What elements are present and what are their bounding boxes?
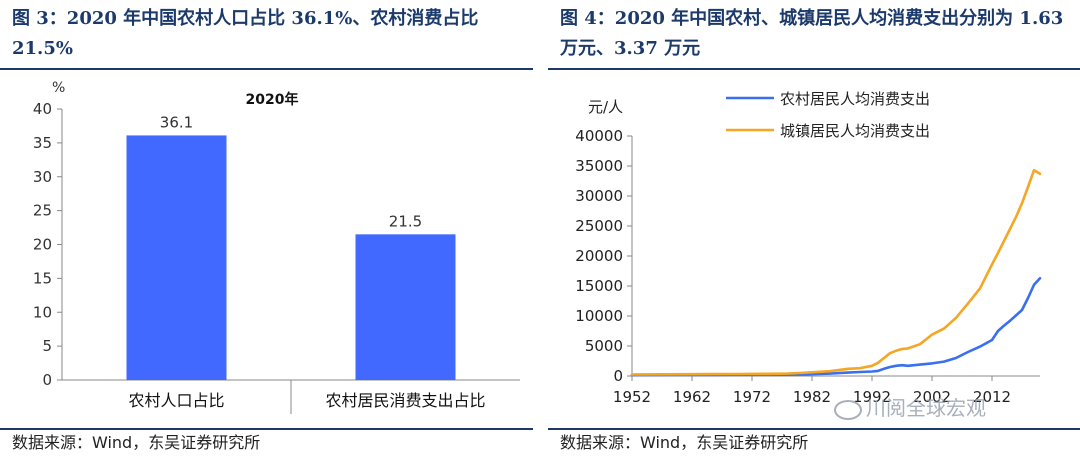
line-x-tick-label: 2012 [973, 388, 1011, 406]
bar-data-label: 21.5 [389, 212, 422, 230]
right-bottom-rule [548, 428, 1080, 430]
line-y-tick-label: 20000 [575, 247, 623, 265]
bar-y-tick-label: 35 [33, 134, 52, 152]
bar-y-tick-label: 25 [33, 202, 52, 220]
bar [355, 234, 456, 380]
left-top-rule [0, 68, 533, 70]
right-figure-panel: 图 4：2020 年中国农村、城镇居民人均消费支出分别为 1.63 万元、3.3… [548, 0, 1080, 458]
line-x-tick-label: 1972 [733, 388, 771, 406]
right-source-note: 数据来源：Wind，东吴证券研究所 [560, 433, 809, 452]
bar-y-tick-label: 30 [33, 168, 52, 186]
line-x-tick-label: 2002 [913, 388, 951, 406]
line-y-unit-label: 元/人 [588, 98, 623, 116]
legend-label: 农村居民人均消费支出 [780, 90, 930, 108]
left-figure-panel: 图 3：2020 年中国农村人口占比 36.1%、农村消费占比 21.5% 0 5… [0, 0, 533, 458]
line-y-tick-label: 5000 [585, 337, 623, 355]
bar [126, 135, 227, 380]
bar-chart: 0 5 10 15 20 25 30 35 40% 2020年 36.1 农村人口占比 21.5 农村居民… [33, 80, 520, 414]
series-line-rural [630, 276, 1042, 377]
left-figure-title: 图 3：2020 年中国农村人口占比 36.1%、农村消费占比 21.5% [12, 8, 479, 59]
legend-label: 城镇居民人均消费支出 [780, 122, 930, 140]
bar-category-label: 农村人口占比 [128, 391, 224, 410]
line-x-tick-label: 1982 [793, 388, 831, 406]
line-x-tick-label: 1962 [673, 388, 711, 406]
bar-y-tick-label: 5 [42, 337, 52, 355]
line-y-tick-label: 30000 [575, 187, 623, 205]
right-figure-title: 图 4：2020 年中国农村、城镇居民人均消费支出分别为 1.63 万元、3.3… [560, 8, 1064, 59]
bar-y-tick-label: 15 [33, 269, 52, 287]
left-bottom-rule [0, 428, 533, 430]
line-x-tick-label: 1952 [613, 388, 651, 406]
line-x-tick-label: 1992 [853, 388, 891, 406]
watermark: 川阅全球宏观 [834, 392, 986, 421]
bar-y-tick-label: 0 [42, 371, 52, 389]
series-line-urban [630, 168, 1042, 376]
line-y-tick-label: 0 [613, 367, 623, 385]
line-y-tick-label: 15000 [575, 277, 623, 295]
watermark-text: 川阅全球宏观 [866, 396, 986, 420]
bar-chart-title: 2020年 [246, 91, 299, 108]
line-y-tick-label: 25000 [575, 217, 623, 235]
line-y-tick-label: 10000 [575, 307, 623, 325]
bar-category-label: 农村居民消费支出占比 [325, 391, 485, 410]
line-y-tick-label: 40000 [575, 127, 623, 145]
wechat-icon [834, 399, 862, 420]
bar-y-tick-label: 40 [33, 100, 52, 118]
bar-y-tick-label: 10 [33, 303, 52, 321]
bar-y-unit-label: % [52, 80, 65, 96]
right-top-rule [548, 68, 1080, 70]
left-source-note: 数据来源：Wind，东吴证券研究所 [12, 433, 261, 452]
line-chart: 0 5000 10000 15000 20000 25000 30000 35000 40000… [575, 90, 1042, 406]
bar-data-label: 36.1 [160, 113, 193, 131]
bar-y-tick-label: 20 [33, 236, 52, 254]
line-y-tick-label: 35000 [575, 157, 623, 175]
